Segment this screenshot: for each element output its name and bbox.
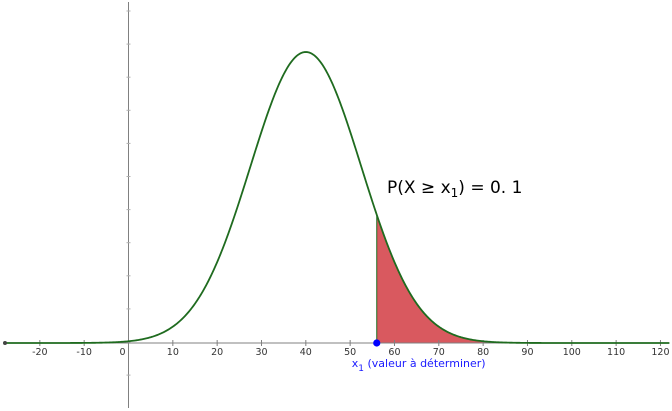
x1-label-main: x [352,357,359,370]
x-tick-label: -10 [76,347,92,358]
x-tick-label: 30 [255,347,267,358]
x-tick-label: 90 [521,347,533,358]
probability-annotation: P(X ≥ x1) = 0. 1 [387,178,522,200]
annotation-sub: 1 [451,186,459,200]
x-tick-label: 20 [211,347,223,358]
x1-label: x1 (valeur à déterminer) [352,357,486,374]
x1-label-rest: (valeur à déterminer) [364,357,486,370]
x-axis-ticks: -20 -10 0 10 20 30 40 50 60 70 80 90 100 110 120 [32,340,670,358]
x-tick-label: 70 [433,347,445,358]
x-tick-label: 110 [607,347,625,358]
x-tick-label: 50 [344,347,356,358]
x-tick-label: 40 [300,347,312,358]
x-tick-label: 0 [119,347,125,358]
x-tick-label: 100 [563,347,581,358]
axis-origin-point [3,341,7,345]
annotation-prefix: P(X ≥ x [387,178,451,198]
x-tick-label: 80 [477,347,489,358]
x-tick-label: 120 [651,347,669,358]
x-tick-label: 10 [167,347,179,358]
density-curve [4,51,670,344]
shaded-area [376,214,670,344]
annotation-suffix: ) = 0. 1 [458,178,522,198]
x1-point[interactable] [373,339,381,347]
x-tick-label: -20 [32,347,48,358]
y-axis-ticks [126,10,131,376]
x1-label-sub: 1 [358,364,364,374]
x-tick-label: 60 [388,347,400,358]
